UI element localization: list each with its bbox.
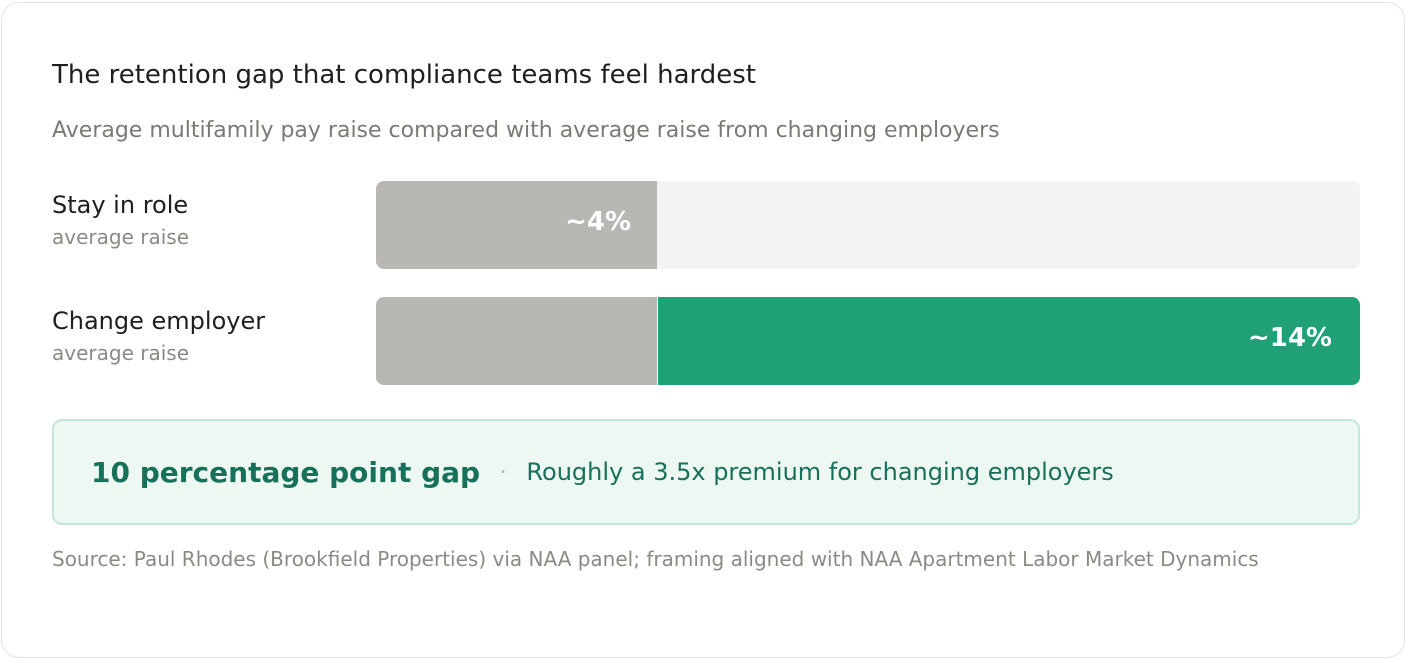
bar-change-employer-premium: [657, 297, 1360, 385]
value-label-change: ~14%: [1247, 323, 1332, 353]
category-label-change: Change employer: [52, 307, 266, 335]
value-label-stay: ~4%: [565, 207, 631, 237]
callout-headline: 10 percentage point gap: [91, 455, 481, 489]
bar-change-employer-base: [376, 297, 657, 385]
bar-stay-in-role: [376, 181, 657, 269]
category-sublabel-change: average raise: [52, 341, 189, 365]
row-label-change: Change employer average raise: [52, 305, 265, 367]
row-label-stay: Stay in role average raise: [52, 189, 189, 251]
callout-separator: ·: [500, 460, 507, 484]
gap-callout: 10 percentage point gap · Roughly a 3.5x…: [52, 419, 1360, 525]
source-note: Source: Paul Rhodes (Brookfield Properti…: [52, 547, 1259, 571]
category-sublabel-stay: average raise: [52, 225, 189, 249]
callout-detail: Roughly a 3.5x premium for changing empl…: [526, 458, 1114, 486]
chart-title: The retention gap that compliance teams …: [52, 60, 756, 90]
chart-subtitle: Average multifamily pay raise compared w…: [52, 118, 1000, 143]
bar-track-change: ~14%: [376, 297, 1360, 385]
bar-track-stay: ~4%: [376, 181, 1360, 269]
category-label-stay: Stay in role: [52, 191, 189, 219]
